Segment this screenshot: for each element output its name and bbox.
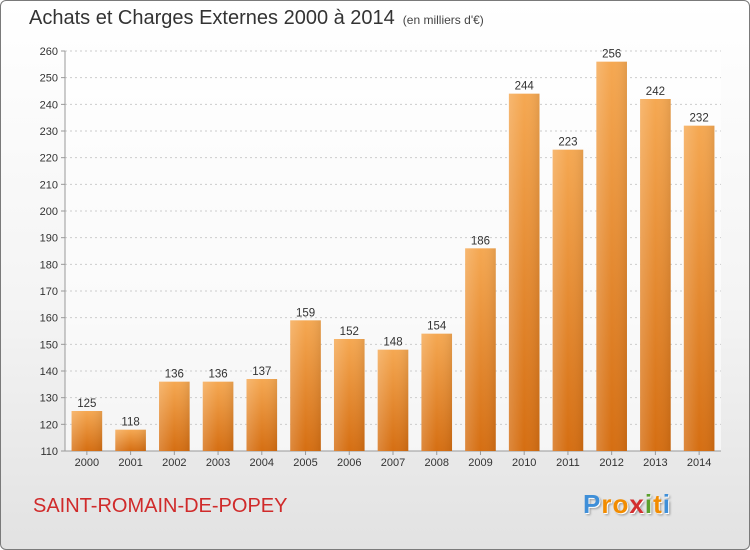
- bar-shade: [552, 149, 584, 451]
- bar-shade: [115, 429, 146, 451]
- bar-shade: [465, 248, 496, 451]
- y-tick-label: 140: [40, 366, 58, 378]
- bar-shade: [246, 379, 278, 451]
- x-tick-label: 2006: [337, 457, 361, 469]
- x-tick-label: 2009: [468, 457, 492, 469]
- brand-logo: Proxiti: [583, 489, 671, 520]
- data-label: 136: [165, 369, 184, 381]
- brand-letter: o: [612, 489, 630, 519]
- x-tick-label: 2007: [381, 457, 405, 469]
- y-tick-label: 230: [40, 126, 58, 138]
- y-tick-label: 260: [40, 46, 58, 58]
- x-tick-label: 2008: [424, 457, 448, 469]
- brand-letter: r: [601, 489, 613, 519]
- data-label: 148: [383, 337, 402, 349]
- x-tick-label: 2014: [687, 457, 711, 469]
- data-label: 256: [602, 49, 621, 61]
- data-label: 159: [296, 307, 315, 319]
- x-tick-label: 2011: [556, 457, 580, 469]
- town-name: SAINT-ROMAIN-DE-POPEY: [33, 495, 288, 517]
- y-tick-label: 170: [40, 286, 58, 298]
- bar-shade: [159, 381, 190, 451]
- y-tick-label: 210: [40, 179, 58, 191]
- y-tick-label: 130: [40, 393, 58, 405]
- x-tick-label: 2003: [206, 457, 230, 469]
- data-label: 186: [471, 235, 490, 247]
- data-label: 137: [252, 366, 271, 378]
- y-tick-label: 220: [40, 153, 58, 165]
- x-tick-label: 2004: [250, 457, 274, 469]
- bar-shade: [508, 93, 540, 452]
- data-label: 152: [340, 326, 359, 338]
- chart-title-text: Achats et Charges Externes 2000 à 2014: [29, 7, 395, 29]
- x-tick-label: 2010: [512, 457, 536, 469]
- y-tick-label: 110: [40, 446, 58, 458]
- chart-title: Achats et Charges Externes 2000 à 2014 (e…: [29, 7, 484, 30]
- brand-letter: i: [644, 489, 654, 519]
- data-label: 244: [515, 81, 535, 93]
- brand-letter: P: [583, 489, 602, 519]
- bar-shade: [333, 339, 365, 451]
- data-label: 232: [690, 113, 709, 125]
- x-tick-label: 2012: [599, 457, 623, 469]
- data-label: 242: [646, 86, 665, 98]
- y-tick-label: 120: [40, 419, 58, 431]
- y-tick-label: 200: [40, 206, 58, 218]
- x-tick-label: 2005: [293, 457, 317, 469]
- data-label: 154: [427, 321, 447, 333]
- bar-shade: [290, 320, 321, 451]
- y-tick-label: 180: [40, 259, 58, 271]
- y-tick-label: 150: [40, 339, 58, 351]
- data-label: 118: [121, 417, 139, 429]
- x-tick-label: 2000: [75, 457, 99, 469]
- data-label: 125: [77, 398, 96, 410]
- bar-shade: [640, 99, 671, 451]
- bar-shade: [683, 125, 715, 452]
- bar-shade: [377, 349, 409, 451]
- data-label: 223: [558, 137, 577, 149]
- bar-shade: [71, 411, 103, 451]
- bar-shade: [421, 333, 453, 451]
- x-tick-label: 2013: [643, 457, 667, 469]
- x-tick-label: 2001: [118, 457, 142, 469]
- bar-shade: [202, 381, 234, 451]
- brand-letter: t: [653, 489, 663, 519]
- brand-letter: x: [629, 489, 645, 519]
- y-tick-label: 160: [40, 313, 58, 325]
- y-tick-label: 240: [40, 99, 58, 111]
- brand-letter: i: [662, 489, 671, 519]
- y-tick-label: 190: [40, 233, 58, 245]
- y-tick-label: 250: [40, 73, 58, 85]
- data-label: 136: [208, 369, 227, 381]
- bar-shade: [596, 61, 627, 452]
- chart-unit: (en milliers d'€): [402, 13, 484, 27]
- x-tick-label: 2002: [162, 457, 186, 469]
